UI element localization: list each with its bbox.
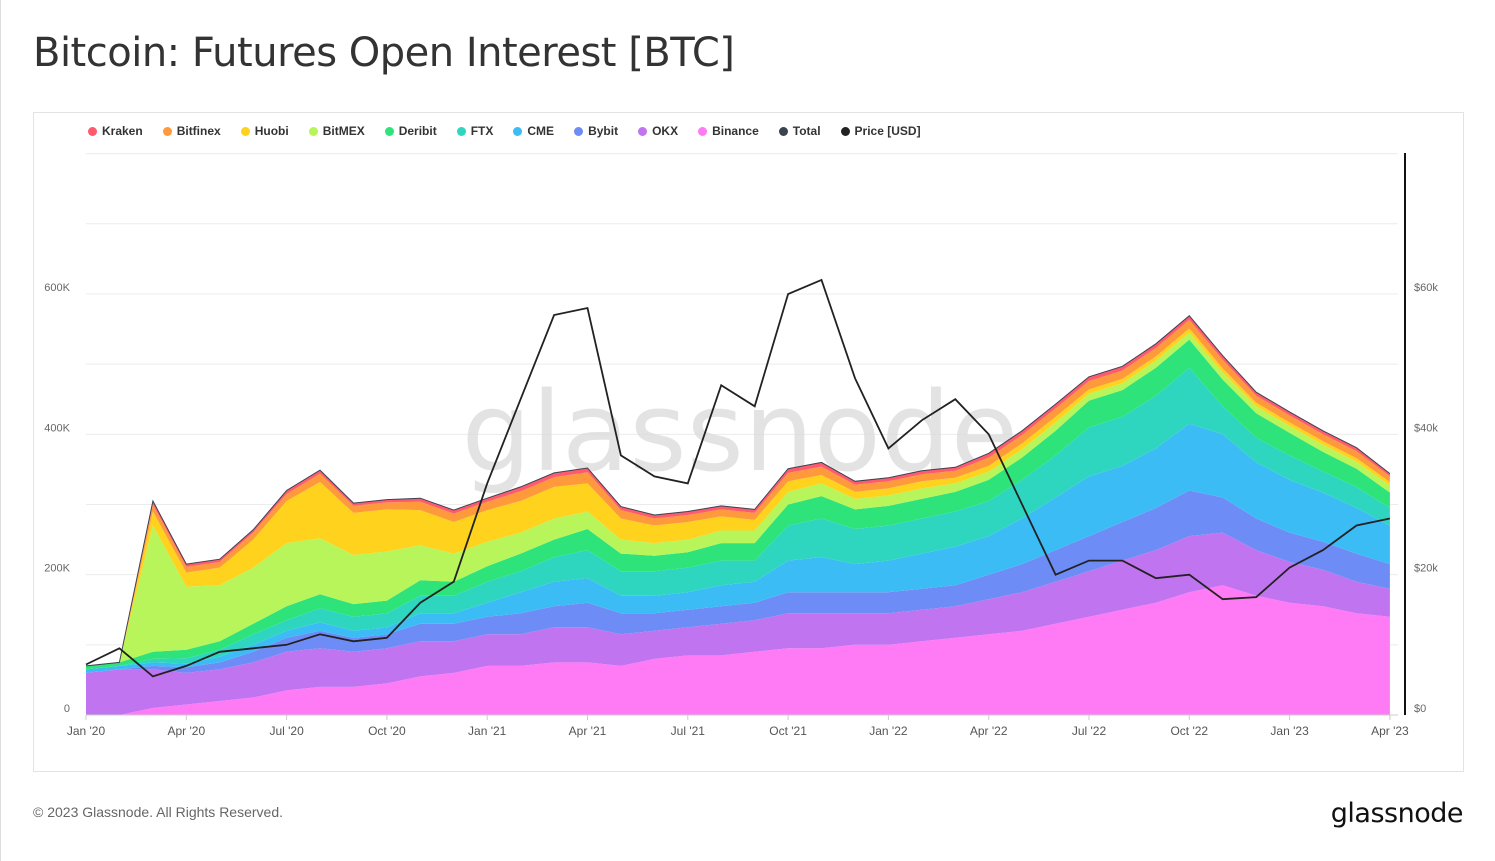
legend-dot-icon: [456, 126, 466, 136]
page-edge: [0, 0, 1, 861]
legend-label: CME: [527, 124, 555, 138]
legend-dot-icon: [162, 126, 172, 136]
legend-label: Huobi: [254, 124, 289, 138]
legend-label: FTX: [470, 124, 494, 138]
legend-item-bitfinex[interactable]: Bitfinex: [162, 124, 221, 138]
chart-container: [33, 112, 1464, 772]
y-right-tick-label: $40k: [1414, 422, 1438, 434]
x-tick-label: Jan '22: [869, 724, 908, 738]
area-bitmex: [86, 332, 1390, 666]
x-tick-label: Oct '20: [368, 724, 406, 738]
x-tick-label: Jan '23: [1270, 724, 1309, 738]
glassnode-logo[interactable]: glassnode: [1330, 798, 1464, 829]
legend-item-okx[interactable]: OKX: [638, 124, 678, 138]
x-tick-label: Oct '21: [769, 724, 807, 738]
legend-dot-icon: [384, 126, 394, 136]
legend-label: Total: [792, 124, 821, 138]
x-tick-label: Apr '22: [970, 724, 1008, 738]
y-left-tick-label: 0: [64, 703, 70, 715]
area-binance: [86, 585, 1390, 715]
y-right-tick-label: $0: [1414, 703, 1426, 715]
area-okx: [86, 532, 1390, 715]
legend-dot-icon: [88, 126, 97, 136]
x-tick-label: Jul '20: [269, 724, 304, 738]
area-bitfinex: [86, 319, 1390, 666]
legend-label: BitMEX: [322, 124, 365, 138]
legend-dot-icon: [574, 126, 584, 136]
legend-dot-icon: [840, 126, 850, 136]
legend-label: Bybit: [588, 124, 619, 138]
legend-label: Deribit: [398, 124, 437, 138]
legend-dot-icon: [308, 126, 318, 136]
area-huobi: [86, 328, 1390, 666]
y-left-tick-label: 600K: [44, 282, 70, 294]
chart-legend: Kraken Bitfinex Huobi BitMEX Deribit FTX CME By…: [88, 124, 921, 138]
legend-dot-icon: [638, 126, 648, 136]
legend-item-huobi[interactable]: Huobi: [240, 124, 289, 138]
y-left-tick-label: 400K: [44, 422, 70, 434]
legend-item-price-usd[interactable]: Price [USD]: [840, 124, 921, 138]
price-line: [85, 278, 1391, 678]
x-tick-label: Apr '21: [569, 724, 607, 738]
legend-item-bitmex[interactable]: BitMEX: [308, 124, 365, 138]
legend-label: Binance: [712, 124, 759, 138]
legend-item-deribit[interactable]: Deribit: [384, 124, 437, 138]
y-left-tick-label: 200K: [44, 563, 70, 575]
y-right-tick-label: $20k: [1414, 563, 1438, 575]
copyright: © 2023 Glassnode. All Rights Reserved.: [33, 804, 284, 820]
legend-dot-icon: [778, 126, 788, 136]
legend-dot-icon: [513, 126, 523, 136]
legend-label: OKX: [652, 124, 679, 138]
total-line: [85, 314, 1391, 667]
legend-dot-icon: [240, 126, 250, 136]
legend-item-cme[interactable]: CME: [513, 124, 554, 138]
x-tick-label: Oct '22: [1170, 724, 1208, 738]
y-right-tick-label: $60k: [1414, 282, 1438, 294]
x-tick-label: Jan '20: [67, 724, 106, 738]
legend-dot-icon: [698, 126, 708, 136]
x-tick-label: Jan '21: [468, 724, 507, 738]
legend-label: Price [USD]: [854, 124, 921, 138]
page-title: Bitcoin: Futures Open Interest [BTC]: [33, 30, 735, 76]
area-deribit: [86, 339, 1390, 670]
x-tick-label: Apr '23: [1371, 724, 1409, 738]
legend-item-bybit[interactable]: Bybit: [574, 124, 618, 138]
legend-label: Kraken: [102, 124, 143, 138]
x-tick-label: Apr '20: [167, 724, 205, 738]
legend-label: Bitfinex: [176, 124, 221, 138]
x-tick-label: Jul '21: [671, 724, 706, 738]
legend-item-total[interactable]: Total: [778, 124, 821, 138]
x-tick-label: Jul '22: [1072, 724, 1107, 738]
legend-item-binance[interactable]: Binance: [698, 124, 759, 138]
legend-item-kraken[interactable]: Kraken: [88, 124, 143, 138]
area-bybit: [86, 490, 1390, 673]
legend-item-ftx[interactable]: FTX: [456, 124, 494, 138]
